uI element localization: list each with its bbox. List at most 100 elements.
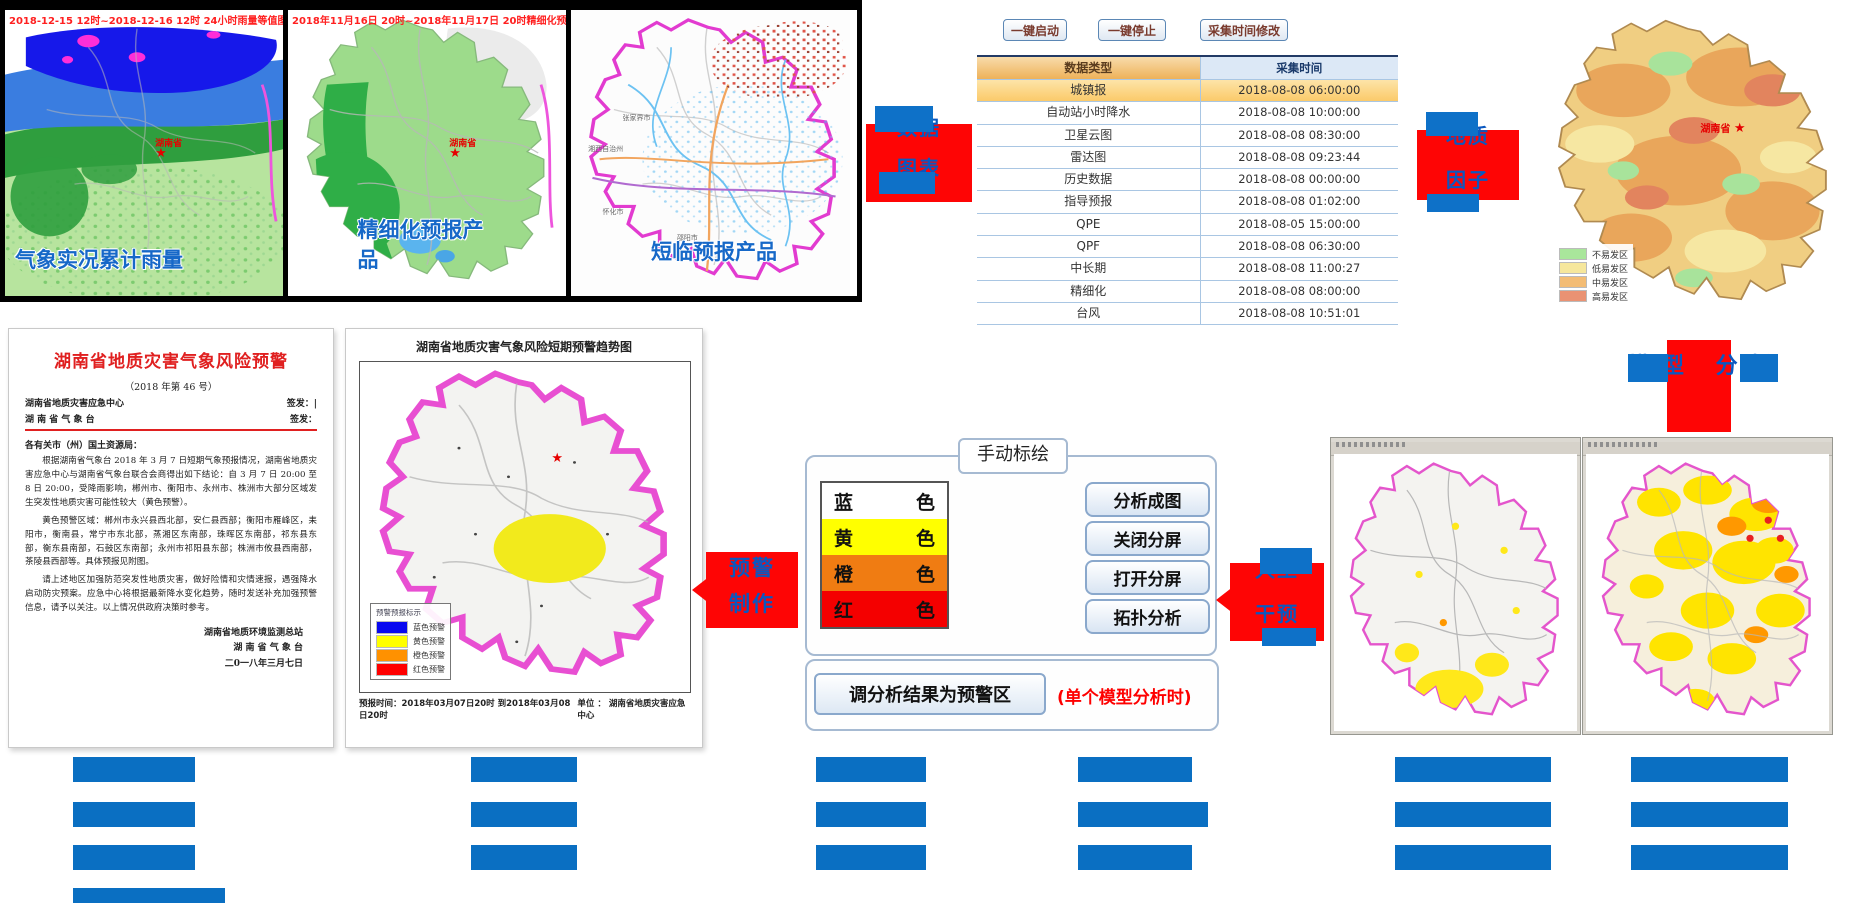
star-icon: ★ xyxy=(551,451,564,467)
table-row[interactable]: 中长期 2018-08-08 11:00:27 xyxy=(977,258,1398,281)
warning-color-list: 蓝色 黄色 橙色 红色 xyxy=(820,481,949,629)
result-map-right-graphic xyxy=(1586,454,1829,731)
collect-time-cell: 2018-08-08 06:00:00 xyxy=(1238,83,1361,97)
legend-item: 红色预警 xyxy=(376,662,445,676)
legend-swatch xyxy=(376,620,408,634)
arrow-notch xyxy=(1216,586,1234,614)
nowcast-map-graphic xyxy=(571,10,857,296)
legend-label: 低易发区 xyxy=(1592,264,1629,275)
panel-title-placeholder xyxy=(1588,442,1658,447)
forecast-time-label: 预报时间：2018年03月07日20时 到2018年03月08日20时 xyxy=(359,699,571,721)
table-row[interactable]: 台风 2018-08-08 10:51:01 xyxy=(977,302,1398,326)
color-row-blue[interactable]: 蓝色 xyxy=(822,483,947,519)
redacted-label-bar xyxy=(1078,802,1208,827)
city-label: 湘西自治州 xyxy=(588,145,624,154)
table-row[interactable]: 指导预报 2018-08-08 01:02:00 xyxy=(977,191,1398,214)
signoff-line: 湖南省地质环境监测总站 xyxy=(203,628,303,639)
color-row-yellow[interactable]: 黄色 xyxy=(822,519,947,555)
collect-time-cell: 2018-08-08 10:51:01 xyxy=(1238,305,1361,320)
color-suffix: 色 xyxy=(915,599,935,622)
red-arrow-block xyxy=(706,552,798,628)
legend-item: 高易发区 xyxy=(1559,289,1628,303)
redaction-bar xyxy=(1262,628,1316,646)
color-row-orange[interactable]: 橙色 xyxy=(822,555,947,591)
one-key-start-button[interactable]: 一键启动 xyxy=(1003,19,1067,41)
data-type-cell: 台风 xyxy=(977,302,1201,325)
collect-time-cell: 2018-08-08 00:00:00 xyxy=(1238,172,1361,187)
signoff-line: 湖 南 省 气 象 台 xyxy=(233,643,303,654)
collect-time-header: 采集时间 xyxy=(1200,57,1398,79)
table-row[interactable]: QPF 2018-08-08 06:30:00 xyxy=(977,236,1398,259)
collect-time-cell: 2018-08-05 15:00:00 xyxy=(1238,216,1361,231)
table-row[interactable]: 城镇报 2018-08-08 06:00:00 xyxy=(977,80,1398,103)
collect-time-cell: 2018-08-08 08:30:00 xyxy=(1238,127,1361,142)
rainfall-observed-map: 2018-12-15 12时~2018-12-16 12时 24小时雨量等值图 … xyxy=(5,10,283,296)
panel-title-placeholder xyxy=(1336,442,1406,447)
susceptibility-map-panel: 湖南省 ★ 不易发区 低易发区 中易发区 高易发区 xyxy=(1535,8,1853,320)
legend-swatch xyxy=(376,634,408,648)
redacted-label-bar xyxy=(471,757,577,782)
redacted-label-bar xyxy=(1631,802,1788,827)
collect-time-cell: 2018-08-08 11:00:27 xyxy=(1238,261,1361,276)
redacted-label-bar xyxy=(73,845,195,870)
one-key-stop-button[interactable]: 一键停止 xyxy=(1098,19,1166,41)
redaction-bar xyxy=(1628,354,1668,382)
star-icon: ★ xyxy=(449,145,461,161)
signoff-line: 二0一八年三月七日 xyxy=(224,658,303,669)
sign-label: 签发： xyxy=(289,415,317,425)
redacted-label-bar xyxy=(1395,757,1551,782)
collect-time-edit-button[interactable]: 采集时间修改 xyxy=(1200,19,1288,41)
legend-label: 高易发区 xyxy=(1592,292,1629,303)
data-type-cell: QPF xyxy=(977,236,1201,258)
apply-analysis-result-button[interactable]: 调分析结果为预警区 xyxy=(814,673,1046,715)
connector-manual-intervention: 人工 干预 xyxy=(1214,542,1326,650)
legend-swatch xyxy=(1559,262,1587,274)
map-date-title: 2018-12-15 12时~2018-12-16 12时 24小时雨量等值图 xyxy=(9,16,283,27)
redacted-label-bar xyxy=(73,757,195,782)
data-type-cell: 精细化 xyxy=(977,280,1201,302)
province-marker: ★ xyxy=(551,451,564,467)
result-map-left-graphic xyxy=(1334,454,1577,731)
result-map-right xyxy=(1586,454,1829,731)
connector-label-bottom: 制作 xyxy=(729,592,775,616)
table-row[interactable]: 精细化 2018-08-08 08:00:00 xyxy=(977,280,1398,303)
table-row[interactable]: 历史数据 2018-08-08 00:00:00 xyxy=(977,169,1398,192)
issuing-unit-label: 单位 ： 湖南省地质灾害应急中心 xyxy=(577,699,686,721)
nowcast-map: 张家界市 湘西自治州 怀化市 邵阳市 短临预报产品 xyxy=(571,10,857,296)
connector-data-chart: 数据 图表 xyxy=(866,106,990,218)
warning-document-body: 湖南省地质灾害气象风险预警 （2018 年第 46 号） 湖南省地质灾害应急中心… xyxy=(25,339,317,739)
manual-plot-panel: 蓝色 黄色 橙色 红色 分析成图 关闭分屏 打开分屏 拓扑分析 xyxy=(805,455,1217,656)
result-map-left xyxy=(1334,454,1577,731)
color-suffix: 色 xyxy=(915,563,935,586)
data-type-cell: 城镇报 xyxy=(977,80,1201,102)
table-row[interactable]: 卫星云图 2018-08-08 08:30:00 xyxy=(977,124,1398,147)
open-splitscreen-button[interactable]: 打开分屏 xyxy=(1085,560,1210,595)
analyze-to-map-button[interactable]: 分析成图 xyxy=(1085,482,1210,517)
connector-label-bottom: 干预 xyxy=(1255,602,1299,626)
topology-analysis-button[interactable]: 拓扑分析 xyxy=(1085,599,1210,634)
data-collection-table: 数据类型 采集时间 城镇报 2018-08-08 06:00:00 自动站小时降水… xyxy=(977,55,1398,326)
legend-label: 蓝色预警 xyxy=(413,622,445,632)
redacted-label-bar xyxy=(1395,845,1551,870)
redaction-bar xyxy=(1427,194,1479,212)
table-row[interactable]: QPE 2018-08-05 15:00:00 xyxy=(977,213,1398,237)
table-row[interactable]: 雷达图 2018-08-08 09:23:44 xyxy=(977,146,1398,170)
document-paragraph: 根据湖南省气象台 2018 年 3 月 7 日短期气象预报情况，湖南省地质灾害应… xyxy=(25,456,317,508)
legend-title: 预警预报标示 xyxy=(376,608,421,617)
document-paragraph: 请上述地区加强防范突发性地质灾害，做好险情和灾情速报，遇强降水启动防灾预案。应急… xyxy=(25,575,317,614)
data-type-header: 数据类型 xyxy=(977,57,1201,79)
redacted-label-bar xyxy=(73,888,225,903)
data-type-cell: 中长期 xyxy=(977,258,1201,280)
connector-warning-production: 预警 制作 xyxy=(692,548,802,636)
redacted-label-bar xyxy=(1078,845,1192,870)
refined-forecast-map: 2018年11月16日 20时~2018年11月17日 20时精细化预报 湖南省… xyxy=(288,10,566,296)
color-row-red[interactable]: 红色 xyxy=(822,591,947,627)
red-divider xyxy=(25,429,317,431)
star-icon: ★ xyxy=(1733,121,1746,137)
color-suffix: 色 xyxy=(915,527,935,550)
table-row[interactable]: 自动站小时降水 2018-08-08 10:00:00 xyxy=(977,102,1398,125)
map-caption: 气象实况累计雨量 xyxy=(15,248,183,272)
legend-item: 中易发区 xyxy=(1559,275,1628,289)
close-splitscreen-button[interactable]: 关闭分屏 xyxy=(1085,521,1210,556)
redaction-bar xyxy=(1740,354,1778,382)
